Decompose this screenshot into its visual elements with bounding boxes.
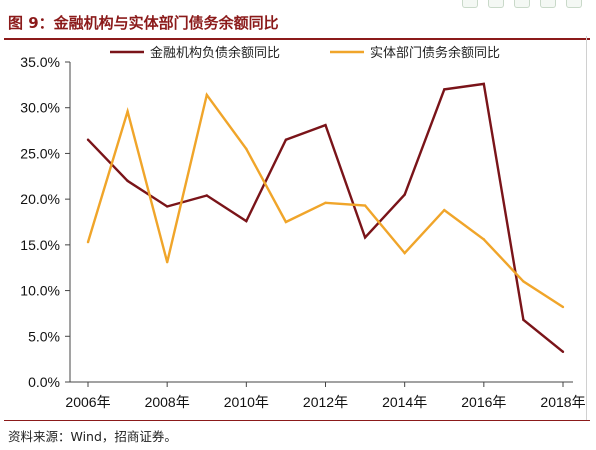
y-tick-label: 35.0% [20, 54, 60, 70]
data-point [324, 123, 327, 127]
data-point [245, 147, 248, 151]
figure-title: 图 9：金融机构与实体部门债务余额同比 [8, 14, 279, 32]
data-point [324, 201, 327, 204]
top-toolbar [462, 0, 582, 8]
legend-label: 实体部门债务余额同比 [370, 45, 500, 61]
data-point [126, 110, 129, 113]
chart-lines [86, 82, 565, 354]
title-divider [4, 38, 590, 40]
data-point [205, 93, 208, 97]
x-tick-label: 2006年 [65, 394, 110, 410]
y-tick-label: 10.0% [20, 283, 60, 299]
frame-border [586, 36, 587, 420]
data-point [205, 194, 208, 197]
y-tick-label: 20.0% [20, 191, 60, 207]
data-point [363, 236, 367, 239]
x-tick-label: 2010年 [224, 394, 269, 410]
toolbar-button[interactable] [540, 0, 556, 8]
data-point [165, 205, 169, 208]
data-point [561, 305, 565, 309]
chart-legend: 金融机构负债余额同比 实体部门债务余额同比 [110, 45, 500, 61]
x-tick-label: 2012年 [303, 394, 348, 410]
figure-header: 图 9：金融机构与实体部门债务余额同比 [4, 8, 590, 40]
y-tick-label: 0.0% [28, 374, 60, 390]
source-divider [4, 420, 590, 421]
data-point [522, 280, 525, 283]
data-point [443, 88, 446, 91]
data-point [561, 350, 565, 354]
data-point [245, 219, 248, 223]
data-point [482, 238, 486, 241]
y-tick-label: 5.0% [28, 328, 60, 344]
toolbar-button[interactable] [566, 0, 582, 8]
data-point [522, 318, 525, 322]
data-point [443, 208, 446, 212]
toolbar-button[interactable] [462, 0, 478, 8]
data-point [86, 138, 90, 141]
x-tick-label: 2014年 [382, 394, 427, 410]
data-point [284, 138, 288, 141]
x-tick-label: 2008年 [145, 394, 190, 410]
legend-label: 金融机构负债余额同比 [150, 45, 280, 61]
y-tick-label: 25.0% [20, 145, 60, 161]
data-point [126, 179, 129, 183]
x-tick-label: 2016年 [461, 394, 506, 410]
line-chart: 0.0% 5.0% 10.0% 15.0% 20.0% 25.0% 30.0% 35.0% 20… [20, 45, 585, 410]
chart-axes: 0.0% 5.0% 10.0% 15.0% 20.0% 25.0% 30.0% 35.0% 20… [20, 54, 585, 410]
x-tick-label: 2018年 [540, 394, 585, 410]
y-tick-label: 15.0% [20, 237, 60, 253]
toolbar-button[interactable] [514, 0, 530, 8]
source-note: 资料来源：Wind，招商证券。 [8, 429, 177, 444]
data-point [165, 261, 169, 264]
toolbar-button[interactable] [488, 0, 504, 8]
data-point [403, 193, 406, 196]
data-point [482, 82, 486, 86]
data-point [284, 220, 288, 224]
y-tick-label: 30.0% [20, 100, 60, 116]
data-point [403, 251, 406, 255]
data-point [363, 204, 367, 207]
data-point [86, 240, 90, 244]
